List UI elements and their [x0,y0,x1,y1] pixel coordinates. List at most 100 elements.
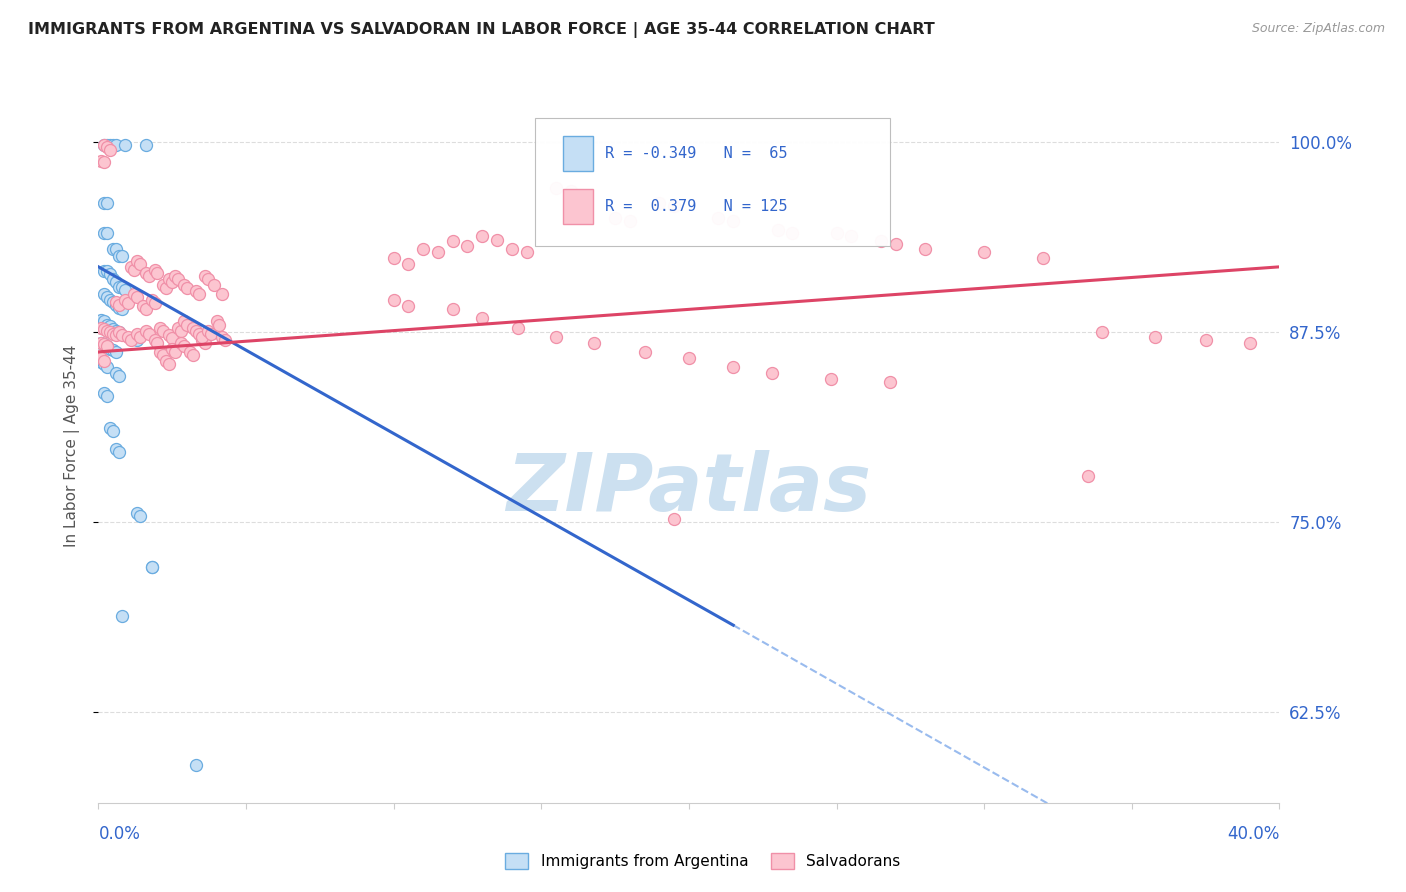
Point [619,214,641,228]
Point [664,512,686,526]
Text: Source: ZipAtlas.com: Source: ZipAtlas.com [1251,22,1385,36]
Point [167,272,190,286]
Point [93,264,115,278]
Point [90,335,112,350]
Point [155,281,177,295]
Point [723,359,745,374]
Point [157,328,180,343]
Point [108,369,131,384]
Point [766,223,789,237]
Point [111,249,134,263]
Point [165,344,187,359]
Text: IMMIGRANTS FROM ARGENTINA VS SALVADORAN IN LABOR FORCE | AGE 35-44 CORRELATION C: IMMIGRANTS FROM ARGENTINA VS SALVADORAN … [28,22,935,38]
Point [93,314,115,328]
Point [105,366,128,380]
Point [1239,335,1261,350]
Point [841,229,863,244]
Point [162,342,183,356]
Point [122,287,145,301]
Point [633,344,655,359]
Point [184,324,207,338]
Point [723,214,745,228]
Point [441,234,464,248]
Point [149,320,172,334]
Point [141,560,163,574]
Point [664,199,686,213]
Point [125,253,148,268]
Point [103,242,125,256]
Point [211,329,233,343]
Point [105,242,128,256]
Point [98,421,121,435]
Point [176,281,198,295]
Point [135,324,157,338]
Point [125,333,148,347]
Point [96,196,118,211]
Point [396,299,419,313]
Point [155,354,177,368]
Point [214,333,236,347]
Point [103,424,125,438]
Point [170,324,193,338]
Point [648,196,671,211]
Point [93,322,115,336]
Point [149,344,172,359]
Point [181,348,204,362]
Point [1144,329,1167,343]
Point [103,322,125,336]
Y-axis label: In Labor Force | Age 35-44: In Labor Force | Age 35-44 [65,345,80,547]
Point [135,302,157,317]
Point [184,757,207,772]
Point [96,290,118,304]
Text: R =  0.379   N = 125: R = 0.379 N = 125 [605,200,787,214]
Point [825,227,848,241]
Point [103,294,125,309]
Point [98,342,121,356]
Point [125,290,148,304]
Point [111,609,134,624]
Point [90,320,112,334]
Point [146,266,169,280]
Point [138,326,160,341]
Text: ZIPatlas: ZIPatlas [506,450,872,528]
Point [471,229,494,244]
Point [93,357,115,371]
Point [93,337,115,351]
Point [90,153,112,168]
Point [546,181,568,195]
Point [96,227,118,241]
Point [90,335,112,350]
Point [157,357,180,371]
Point [194,268,217,283]
Point [114,283,136,297]
Point [191,333,214,347]
Point [471,311,494,326]
Point [486,233,509,247]
Point [184,284,207,298]
Point [191,329,214,343]
Point [93,385,115,400]
Point [108,445,131,459]
Point [93,337,115,351]
Point [117,296,139,310]
Point [162,331,183,345]
Point [707,211,730,226]
Point [782,227,804,241]
Point [1077,469,1099,483]
Point [1195,333,1218,347]
Point [98,293,121,308]
Point [128,329,150,343]
Point [194,335,217,350]
Point [382,251,405,265]
Point [202,278,225,293]
Point [138,268,160,283]
Point [128,257,150,271]
Point [441,302,464,317]
Point [98,319,121,334]
Point [884,237,907,252]
Point [205,314,228,328]
Point [105,275,128,289]
Point [181,320,204,334]
Point [128,508,150,523]
Point [162,275,183,289]
